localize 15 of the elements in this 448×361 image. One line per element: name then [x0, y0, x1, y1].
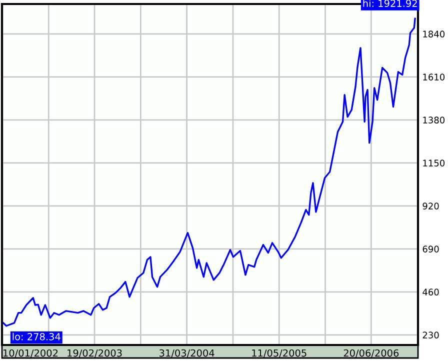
- x-tick-label: 19/02/2003: [68, 349, 122, 358]
- y-tick-label: 1610: [423, 74, 445, 80]
- y-tick-label: 1380: [423, 116, 445, 124]
- y-tick-label: 920: [422, 202, 439, 210]
- y-tick-label: 1840: [423, 30, 445, 38]
- x-tick-label: 20/06/2006: [344, 349, 399, 358]
- y-tick-label: 230: [422, 332, 439, 338]
- annotation: lo: 278.34: [12, 332, 60, 340]
- line-series: [2, 18, 416, 327]
- y-tick-label: 690: [422, 246, 439, 252]
- y-tick-label: 1150: [423, 160, 445, 166]
- x-tick-label: 31/03/2004: [160, 349, 214, 358]
- x-tick-label: 10/01/2002: [4, 349, 58, 358]
- y-tick-label: 460: [422, 288, 439, 296]
- x-tick-label: 11/05/2005: [252, 349, 306, 358]
